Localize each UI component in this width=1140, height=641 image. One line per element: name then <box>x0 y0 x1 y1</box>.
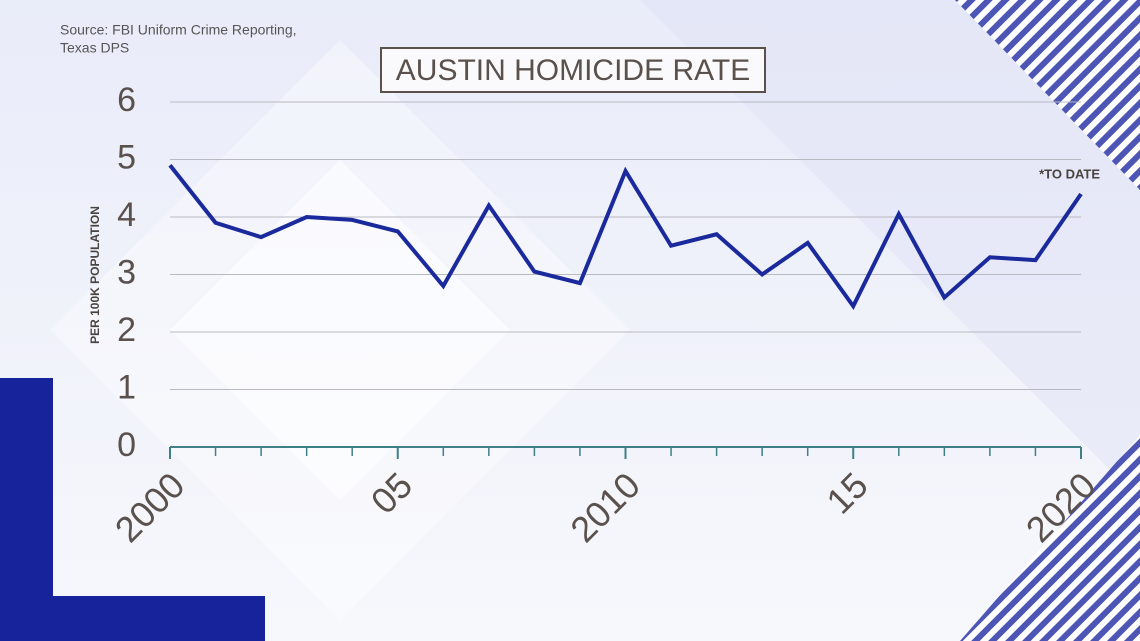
y-tick-label: 4 <box>117 196 136 234</box>
y-tick-label: 6 <box>117 81 136 119</box>
data-line <box>168 164 1083 310</box>
decor-stripes <box>955 0 1140 190</box>
decor-diamond <box>170 160 510 500</box>
y-tick-label: 5 <box>117 138 136 176</box>
y-tick-label: 3 <box>117 253 136 291</box>
decor-stripes <box>960 435 1140 641</box>
source: Source: FBI Uniform Crime Reporting, <box>60 22 297 38</box>
title-box <box>380 47 766 93</box>
annotation: *TO DATE <box>1039 166 1100 181</box>
source: Texas DPS <box>60 40 129 56</box>
chart-title: AUSTIN HOMICIDE RATE <box>396 54 750 87</box>
decor-shape <box>640 0 1140 500</box>
y-tick-label: 1 <box>117 368 136 406</box>
y-tick-label: 2 <box>117 311 136 349</box>
y-axis-label: PER 100K POPULATION <box>88 206 102 344</box>
y-tick-label: 0 <box>117 426 136 464</box>
decor-bar <box>0 596 265 641</box>
